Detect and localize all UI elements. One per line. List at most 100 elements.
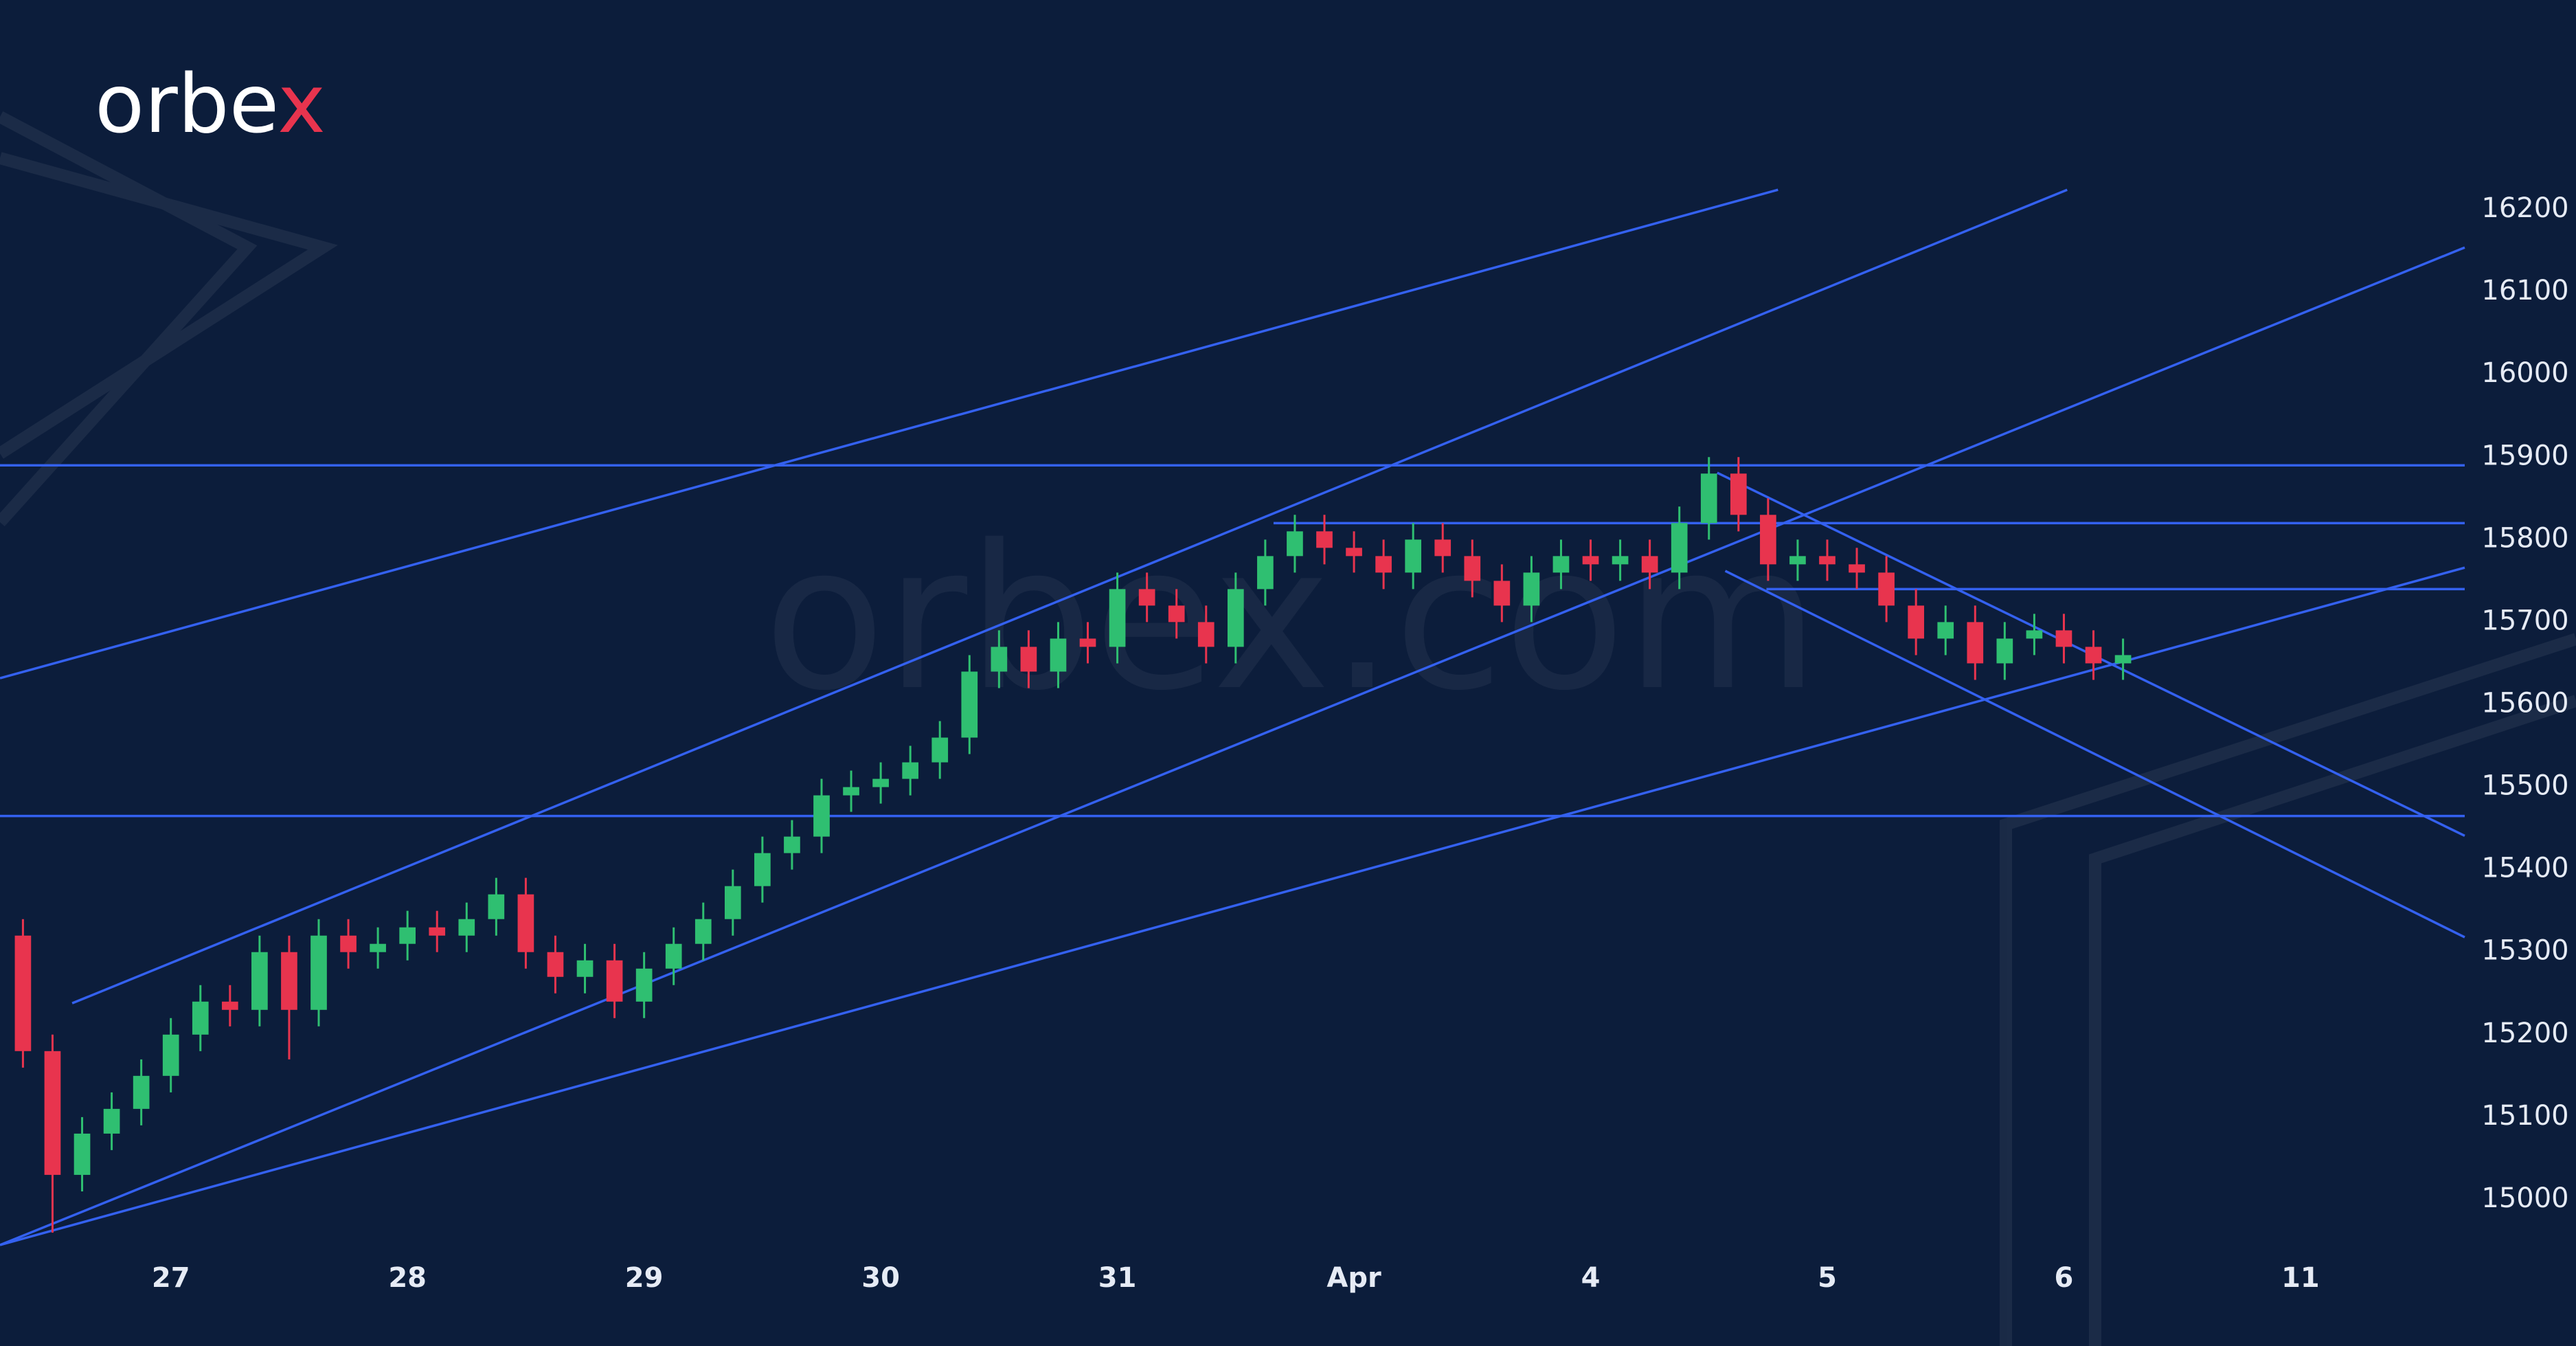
x-tick-label: 27 (152, 1262, 190, 1294)
candle-body (1375, 556, 1392, 573)
candles (14, 457, 2132, 1233)
x-tick-label: Apr (1326, 1262, 1381, 1294)
candle-body (1020, 647, 1037, 672)
x-tick-label: 5 (1818, 1262, 1837, 1294)
candle-body (665, 943, 682, 969)
x-tick-label: 31 (1098, 1262, 1137, 1294)
logo: orbex (95, 56, 326, 151)
y-tick-label: 16100 (2481, 275, 2568, 306)
candle-body (2114, 655, 2132, 664)
candle-body (1730, 473, 1747, 515)
candle-body (1197, 622, 1214, 647)
decoration (0, 111, 2576, 1346)
trend-line (71, 188, 2068, 1005)
y-tick-label: 15500 (2481, 770, 2568, 802)
candle-body (576, 960, 594, 977)
candle-body (517, 894, 534, 952)
candle-body (133, 1075, 150, 1109)
y-tick-label: 15800 (2481, 522, 2568, 554)
candle-body (1641, 556, 1658, 573)
trend-lines (0, 188, 2465, 1246)
candle-body (724, 886, 741, 919)
candle-body (192, 1001, 209, 1035)
trend-line (0, 246, 2465, 1246)
candle-body (1079, 638, 1096, 647)
candle-body (1434, 539, 1451, 557)
candle-body (1967, 622, 1984, 664)
logo-main: orbe (95, 56, 278, 151)
candle-body (1287, 531, 1303, 557)
candle-body (606, 960, 623, 1002)
candle-body (1849, 564, 1865, 573)
candle-body (44, 1051, 61, 1175)
candle-body (1493, 581, 1511, 606)
x-tick-label: 30 (861, 1262, 900, 1294)
candle-body (754, 853, 771, 886)
candle-body (1937, 622, 1954, 639)
y-tick-label: 15300 (2481, 935, 2568, 967)
y-tick-label: 15400 (2481, 853, 2568, 884)
x-tick-label: 4 (1581, 1262, 1601, 1294)
candle-body (2085, 647, 2102, 664)
candle-body (162, 1034, 179, 1076)
candle-body (1819, 556, 1835, 565)
y-tick-label: 15000 (2481, 1182, 2568, 1214)
y-tick-label: 16200 (2481, 192, 2568, 224)
candle-body (1346, 548, 1362, 557)
logo-accent: x (278, 56, 326, 151)
x-tick-label: 6 (2055, 1262, 2074, 1294)
candle-body (103, 1108, 120, 1134)
candle-body (2026, 630, 2043, 639)
candle-body (1523, 572, 1540, 606)
candle-body (843, 787, 859, 796)
axes: 15000 15100 15200 15300 15400 15500 15600 15700… (152, 192, 2569, 1294)
candle-body (370, 943, 386, 952)
candle-body (1582, 556, 1599, 565)
candle-body (1405, 539, 1422, 573)
candle-body (1050, 638, 1067, 672)
candle-body (1996, 638, 2013, 664)
trend-line (0, 566, 2465, 1246)
trend-line (0, 188, 1778, 680)
candle-body (340, 935, 357, 952)
y-tick-label: 16000 (2481, 357, 2568, 389)
x-tick-label: 11 (2281, 1262, 2320, 1294)
candle-body (1760, 515, 1776, 565)
candle-body (1908, 605, 1925, 639)
y-tick-label: 15100 (2481, 1100, 2568, 1132)
candle-body (635, 968, 653, 1002)
candle-body (281, 952, 297, 1010)
x-tick-label: 29 (625, 1262, 664, 1294)
candle-body (1168, 605, 1185, 622)
candle-body (429, 927, 446, 936)
candle-body (694, 919, 712, 944)
candle-body (251, 952, 268, 1010)
candle-body (872, 778, 889, 787)
candle-body (14, 935, 32, 1051)
candle-body (961, 671, 978, 738)
x-tick-label: 28 (388, 1262, 427, 1294)
candle-body (902, 762, 919, 779)
candle-body (1138, 589, 1155, 606)
candle-body (784, 836, 800, 853)
y-tick-label: 15600 (2481, 687, 2568, 719)
candle-body (813, 795, 830, 837)
candle-body (1878, 572, 1895, 606)
y-tick-label: 15700 (2481, 605, 2568, 636)
candle-body (1789, 556, 1806, 565)
candle-body (1552, 556, 1570, 573)
candle-body (2055, 630, 2072, 647)
candle-body (488, 894, 505, 919)
candle-body (1612, 556, 1629, 565)
candle-body (991, 647, 1008, 672)
candle-body (1257, 556, 1274, 590)
candle-body (399, 927, 416, 944)
candle-body (1109, 589, 1126, 647)
candle-body (1316, 531, 1333, 548)
candle-body (458, 919, 475, 936)
candle-body (1671, 523, 1688, 573)
candle-body (1227, 589, 1244, 647)
trend-line (1724, 570, 2465, 939)
candle-body (221, 1001, 238, 1010)
